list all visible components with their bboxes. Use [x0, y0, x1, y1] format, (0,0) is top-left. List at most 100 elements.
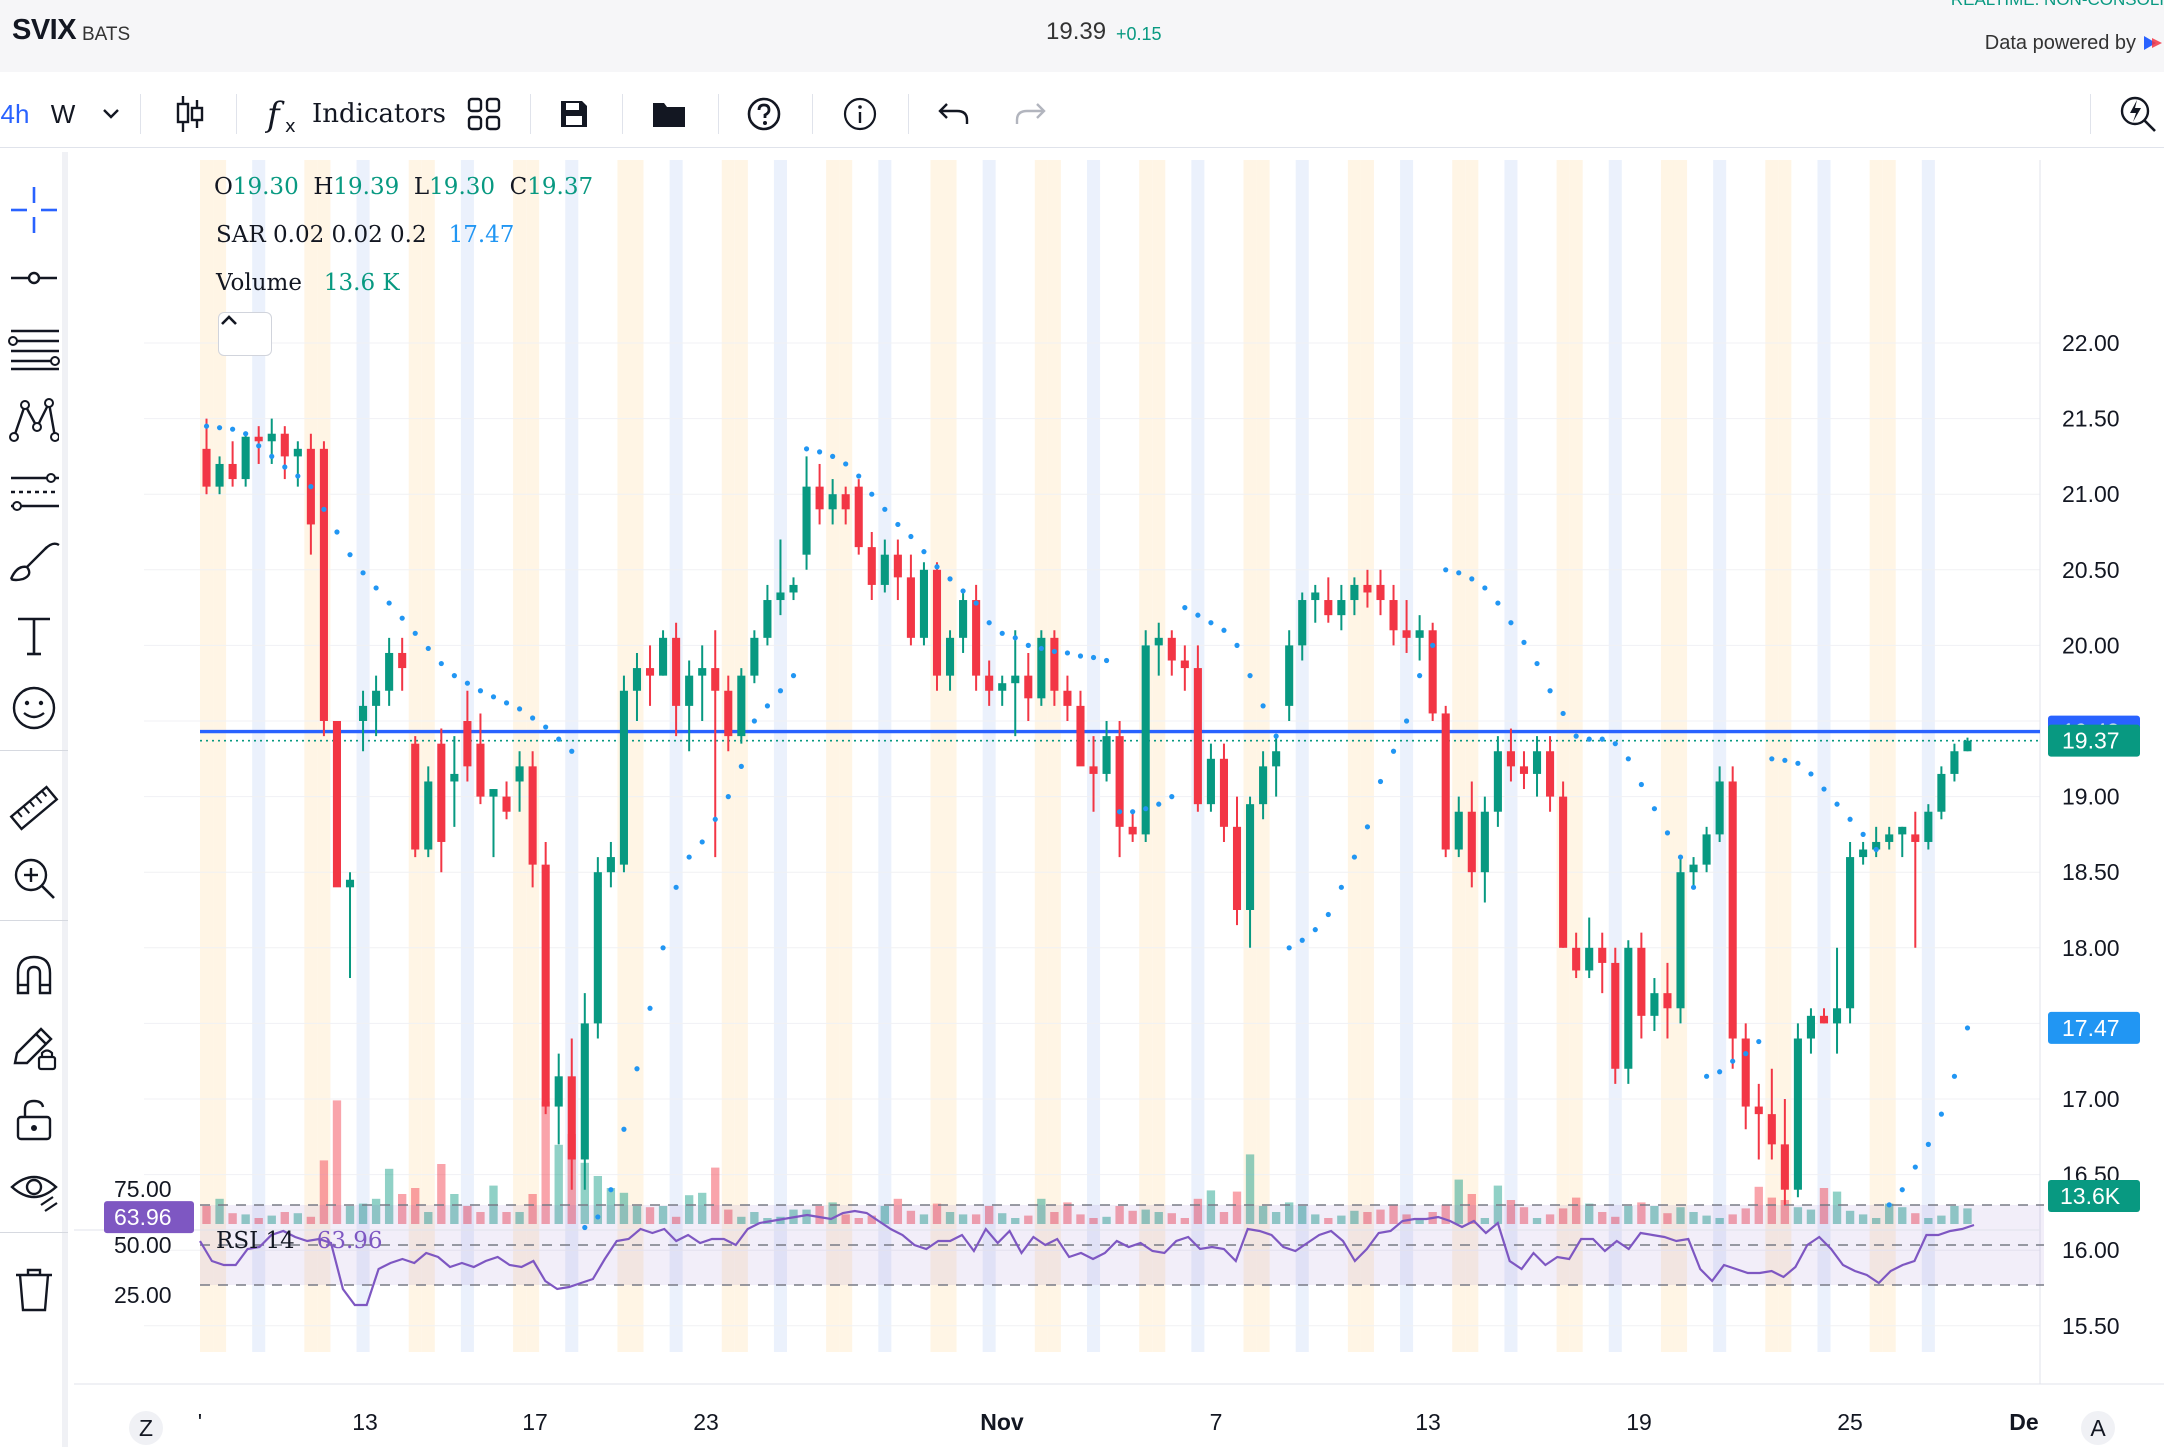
sar-dot — [1951, 1073, 1958, 1079]
sar-dot — [1717, 1069, 1723, 1075]
help-icon[interactable] — [742, 80, 786, 148]
volume-bar — [1024, 1215, 1033, 1224]
candle-body — [828, 494, 837, 510]
volume-bar — [984, 1206, 994, 1224]
fib-retracement-icon[interactable] — [6, 320, 62, 376]
volume-bar — [1950, 1206, 1959, 1224]
volume-bar — [1337, 1215, 1346, 1224]
candle-body — [1285, 645, 1294, 706]
price-axis-label: 18.50 — [2062, 859, 2120, 885]
session-stripe — [1713, 160, 1727, 1352]
candle-body — [1924, 811, 1933, 842]
candle-body — [1937, 773, 1946, 812]
candle-body — [1963, 740, 1972, 752]
lock-drawings-icon[interactable] — [6, 1092, 62, 1148]
trash-icon[interactable] — [6, 1262, 62, 1318]
candle-body — [528, 766, 537, 865]
candle-body — [241, 436, 250, 480]
candles-chart-type-icon[interactable] — [168, 80, 212, 148]
sar-dot — [1182, 605, 1188, 611]
indicators-button[interactable]: Indicators — [312, 99, 446, 129]
ruler-icon[interactable] — [6, 780, 62, 836]
sar-dot — [634, 1066, 640, 1072]
volume-bar — [1324, 1218, 1333, 1224]
sar-dot — [1443, 567, 1449, 573]
sar-dot — [321, 506, 327, 512]
candle-body — [1337, 600, 1346, 616]
interval-dropdown-chevron-icon[interactable] — [96, 80, 126, 148]
volume-bar — [1819, 1188, 1829, 1224]
info-icon[interactable] — [838, 80, 882, 148]
sar-label: SAR 0.02 0.02 0.2 — [216, 222, 427, 248]
candle-body — [359, 705, 368, 721]
sar-dot — [1038, 645, 1044, 652]
volume-bar — [750, 1212, 759, 1224]
candle-body — [1011, 675, 1020, 684]
emoji-icon[interactable] — [6, 680, 62, 736]
layout-grid-icon[interactable] — [462, 80, 506, 148]
candle-body — [1259, 766, 1268, 805]
z-button[interactable]: Z — [139, 1415, 153, 1441]
brush-icon[interactable] — [6, 534, 62, 590]
sar-dot — [1782, 757, 1788, 763]
quick-search-icon[interactable] — [2116, 80, 2160, 148]
candle-body — [1637, 947, 1646, 1016]
folder-icon[interactable] — [646, 80, 692, 148]
text-tool-icon[interactable] — [6, 608, 62, 664]
rsi-legend[interactable]: RSI 14 63.96 — [216, 1228, 383, 1254]
volume-bar — [1793, 1207, 1803, 1224]
session-stripe — [200, 160, 214, 1352]
save-icon[interactable] — [552, 80, 596, 148]
stay-in-drawing-mode-icon[interactable] — [6, 1020, 62, 1076]
redo-icon[interactable] — [1008, 80, 1052, 148]
volume-bar — [919, 1214, 929, 1224]
sar-dot — [1195, 612, 1201, 618]
volume-bar — [1728, 1214, 1737, 1224]
interval-w-button[interactable]: W — [50, 98, 76, 129]
sar-dot — [1247, 673, 1253, 679]
magnet-icon[interactable] — [6, 948, 62, 1004]
time-axis-label: 13 — [1415, 1409, 1441, 1435]
candle-body — [502, 796, 511, 812]
hide-drawings-icon[interactable] — [6, 1162, 62, 1218]
candle-body — [398, 652, 407, 669]
sar-dot — [882, 506, 888, 512]
rsi-axis-label: 25.00 — [114, 1282, 172, 1308]
sar-legend[interactable]: SAR 0.02 0.02 0.2 17.47 — [216, 222, 514, 248]
candle-body — [463, 721, 472, 767]
collapse-legend-chevron-up-icon[interactable] — [218, 312, 272, 356]
candle-body — [1154, 637, 1163, 646]
pattern-tool-icon[interactable] — [6, 392, 62, 448]
volume-bar — [1702, 1215, 1711, 1224]
session-stripe — [1921, 160, 1935, 1352]
volume-bar — [1924, 1218, 1933, 1224]
undo-icon[interactable] — [932, 80, 976, 148]
chart-pane[interactable]: 22.00 21.50 21.00 20.50 20.00 19.00 18.50 18.00… — [74, 152, 2164, 1447]
price-chart[interactable]: 22.00 21.50 21.00 20.50 20.00 19.00 18.50 18.00… — [74, 152, 2164, 1447]
sar-dot — [438, 660, 444, 667]
volume-bar — [267, 1215, 276, 1224]
interval-4h-button[interactable]: 4h — [0, 98, 30, 129]
sar-dot — [556, 736, 562, 742]
volume-legend[interactable]: Volume 13.6 K — [216, 270, 400, 296]
crosshair-icon[interactable] — [6, 182, 62, 238]
projection-tool-icon[interactable] — [6, 464, 62, 520]
candle-body — [1663, 993, 1672, 1009]
volume-bar — [880, 1206, 889, 1224]
sar-dot — [1560, 710, 1566, 717]
sar-value: 17.47 — [448, 222, 515, 248]
symbol-name[interactable]: SVIX — [12, 14, 77, 46]
trend-line-icon[interactable] — [6, 250, 62, 306]
ohlc-legend: O19.30 H19.39 L19.30 C19.37 — [214, 174, 593, 200]
volume-bar — [411, 1188, 420, 1224]
volume-bar — [1611, 1216, 1620, 1224]
sar-dot — [1508, 620, 1514, 626]
zoom-in-icon[interactable] — [6, 850, 62, 906]
a-button[interactable]: A — [2090, 1415, 2106, 1441]
session-stripe — [878, 160, 892, 1352]
sar-dot — [960, 588, 966, 594]
time-axis-label: 25 — [1837, 1409, 1863, 1435]
candle-body — [1363, 584, 1372, 593]
data-provider-logo-icon[interactable] — [2140, 30, 2164, 56]
